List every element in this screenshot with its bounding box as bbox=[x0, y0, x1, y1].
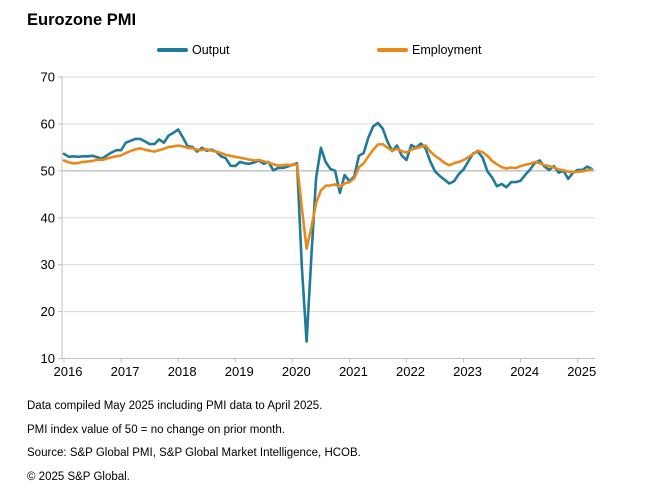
legend-item-output: Output bbox=[157, 42, 230, 58]
y-axis-label-60: 60 bbox=[41, 116, 55, 131]
x-axis-label-2025: 2025 bbox=[567, 364, 596, 379]
x-axis-label-2023: 2023 bbox=[453, 364, 482, 379]
series-line-employment bbox=[62, 142, 594, 250]
axis-group bbox=[58, 76, 579, 363]
x-axis-label-2018: 2018 bbox=[168, 364, 197, 379]
output-line-swatch bbox=[157, 48, 188, 52]
footnote-definition: PMI index value of 50 = no change on pri… bbox=[27, 423, 285, 436]
footnotes: Data compiled May 2025 including PMI dat… bbox=[27, 395, 627, 489]
y-axis-label-10: 10 bbox=[41, 351, 55, 366]
x-axis-label-2017: 2017 bbox=[111, 364, 140, 379]
series-group bbox=[62, 121, 594, 343]
axis-labels-group: 10 20 30 40 50 60 70 2016 2017 2018 2019 2020 2021 20… bbox=[41, 70, 597, 380]
chart-title: Eurozone PMI bbox=[27, 11, 137, 29]
legend-item-employment: Employment bbox=[377, 42, 481, 58]
x-axis-label-2020: 2020 bbox=[282, 364, 311, 379]
footnote-copyright: © 2025 S&P Global. bbox=[27, 470, 130, 483]
y-axis-label-70: 70 bbox=[41, 70, 55, 85]
y-axis-label-30: 30 bbox=[41, 257, 55, 272]
x-axis-label-2021: 2021 bbox=[339, 364, 368, 379]
x-axis-label-2022: 2022 bbox=[396, 364, 425, 379]
footnote-source: Source: S&P Global PMI, S&P Global Marke… bbox=[27, 447, 361, 459]
y-axis-label-20: 20 bbox=[41, 304, 55, 319]
y-axis-label-50: 50 bbox=[41, 163, 55, 178]
footnote-compiled: Data compiled May 2025 including PMI dat… bbox=[27, 400, 323, 412]
employment-line-swatch bbox=[377, 48, 408, 52]
legend-label-output: Output bbox=[192, 43, 230, 57]
x-axis-label-2019: 2019 bbox=[225, 364, 254, 379]
x-axis-label-2016: 2016 bbox=[54, 364, 83, 379]
y-axis-label-40: 40 bbox=[41, 210, 55, 225]
gridlines-group bbox=[62, 76, 595, 359]
legend-label-employment: Employment bbox=[412, 43, 482, 57]
x-axis-label-2024: 2024 bbox=[510, 364, 539, 379]
series-line-output bbox=[62, 121, 594, 343]
